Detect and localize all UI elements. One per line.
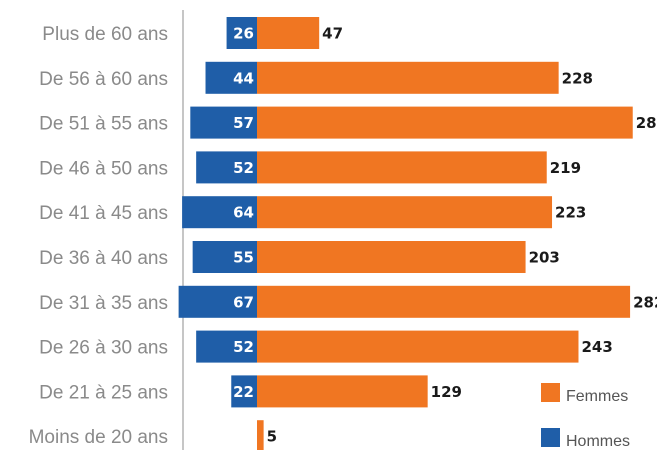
value-label-hommes: 55 bbox=[233, 249, 254, 267]
bar-hommes bbox=[226, 17, 257, 49]
bar-femmes bbox=[257, 17, 320, 49]
bar-femmes bbox=[257, 106, 633, 139]
value-label-femmes: 243 bbox=[581, 338, 612, 356]
bar-hommes bbox=[205, 61, 257, 94]
category-label: De 46 à 50 ans bbox=[39, 158, 168, 179]
value-label-femmes: 228 bbox=[562, 69, 593, 87]
bar-femmes bbox=[257, 151, 547, 184]
bar-hommes bbox=[192, 241, 257, 273]
legend-label-hommes: Hommes bbox=[566, 433, 630, 450]
category-label: De 56 à 60 ans bbox=[39, 69, 168, 90]
legend-swatch-femmes bbox=[541, 383, 560, 402]
category-label: De 21 à 25 ans bbox=[39, 382, 168, 403]
value-labels: 26 47 44 228 57 284 52 219 64 223 55 203 67 282 52 243 2… bbox=[233, 25, 657, 446]
category-label: Moins de 20 ans bbox=[29, 427, 168, 448]
category-label: De 51 à 55 ans bbox=[39, 114, 168, 135]
value-label-hommes: 52 bbox=[233, 159, 254, 177]
value-label-hommes: 26 bbox=[233, 25, 254, 43]
value-label-femmes: 5 bbox=[267, 428, 277, 446]
value-label-femmes: 223 bbox=[555, 204, 586, 222]
bar-hommes bbox=[196, 151, 257, 184]
category-label: Plus de 60 ans bbox=[42, 24, 168, 45]
bar-femmes bbox=[257, 61, 559, 94]
category-label: De 36 à 40 ans bbox=[39, 248, 168, 269]
bar-femmes bbox=[257, 420, 264, 450]
category-labels: Plus de 60 ans De 56 à 60 ans De 51 à 55 a… bbox=[29, 24, 168, 448]
value-label-femmes: 47 bbox=[322, 25, 343, 43]
legend-swatch-hommes bbox=[541, 428, 560, 447]
category-label: De 41 à 45 ans bbox=[39, 203, 168, 224]
value-label-femmes: 219 bbox=[550, 159, 581, 177]
bar-hommes bbox=[190, 106, 257, 139]
bar-hommes bbox=[182, 196, 257, 229]
value-label-hommes: 57 bbox=[233, 114, 254, 132]
value-label-femmes: 129 bbox=[431, 383, 462, 401]
bar-femmes bbox=[257, 241, 526, 273]
legend-label-femmes: Femmes bbox=[566, 388, 628, 405]
bar-femmes bbox=[257, 196, 553, 229]
bar-femmes bbox=[257, 375, 428, 408]
value-label-femmes: 284 bbox=[636, 114, 657, 132]
value-label-hommes: 22 bbox=[233, 383, 254, 401]
legend: Femmes Hommes bbox=[541, 383, 630, 450]
category-label: De 31 à 35 ans bbox=[39, 293, 168, 314]
category-label: De 26 à 30 ans bbox=[39, 338, 168, 359]
bar-hommes bbox=[196, 330, 257, 363]
value-label-femmes: 203 bbox=[529, 249, 560, 267]
bar-hommes bbox=[178, 285, 257, 318]
value-label-hommes: 67 bbox=[233, 293, 254, 311]
bars bbox=[178, 17, 633, 450]
bar-femmes bbox=[257, 285, 631, 318]
bar-hommes bbox=[231, 375, 257, 408]
bar-femmes bbox=[257, 330, 579, 363]
value-label-femmes: 282 bbox=[633, 293, 657, 311]
value-label-hommes: 52 bbox=[233, 338, 254, 356]
value-label-hommes: 44 bbox=[233, 69, 254, 87]
value-label-hommes: 64 bbox=[233, 204, 254, 222]
